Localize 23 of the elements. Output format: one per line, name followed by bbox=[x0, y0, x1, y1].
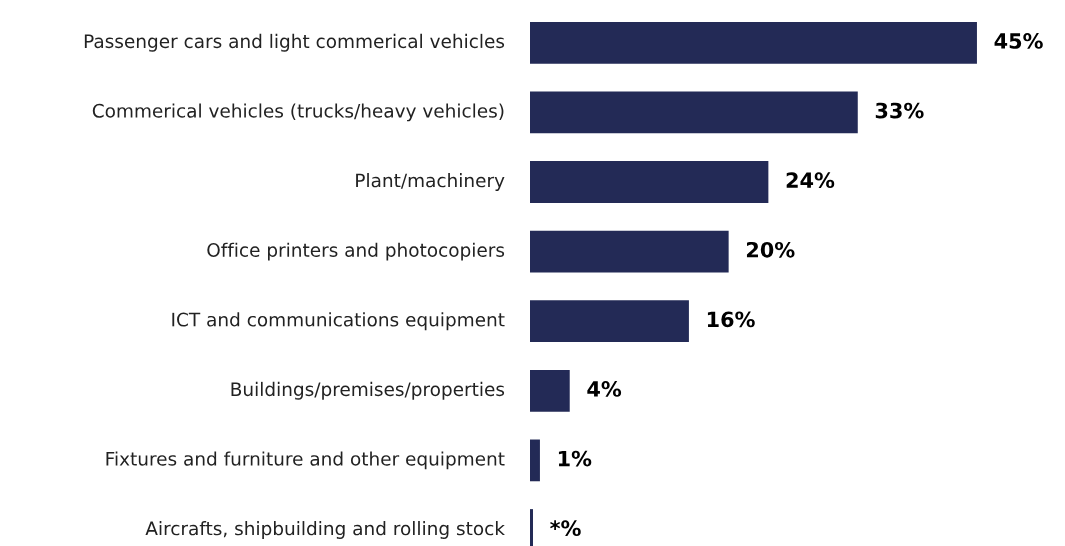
bar bbox=[530, 300, 689, 343]
y-tick-label: Buildings/premises/properties bbox=[231, 381, 505, 400]
data-label: 20% bbox=[746, 241, 795, 258]
bar bbox=[530, 21, 977, 64]
data-label: 24% bbox=[786, 172, 835, 189]
data-label: 4% bbox=[587, 381, 622, 397]
bar bbox=[530, 369, 570, 412]
y-tick-label: ICT and communications equipment bbox=[172, 312, 505, 331]
y-tick-label: Office printers and photocopiers bbox=[207, 242, 505, 261]
data-label: 1% bbox=[558, 450, 592, 467]
bar bbox=[530, 161, 769, 203]
data-label: *% bbox=[550, 520, 581, 537]
bar bbox=[530, 439, 540, 482]
y-tick-label: Commerical vehicles (trucks/heavy vehicles) bbox=[92, 103, 504, 122]
y-tick-label: Plant/machinery bbox=[356, 173, 505, 191]
data-label: 16% bbox=[707, 311, 755, 328]
bar bbox=[530, 91, 858, 134]
y-tick-label: Fixtures and furniture and other equipment bbox=[106, 451, 505, 470]
bar bbox=[530, 230, 729, 273]
y-tick-label: Passenger cars and light commerical vehicles bbox=[84, 33, 505, 52]
data-label: 33% bbox=[875, 102, 924, 119]
y-tick-label: Aircrafts, shipbuilding and rolling stock bbox=[145, 521, 505, 539]
data-label: 45% bbox=[994, 33, 1043, 49]
